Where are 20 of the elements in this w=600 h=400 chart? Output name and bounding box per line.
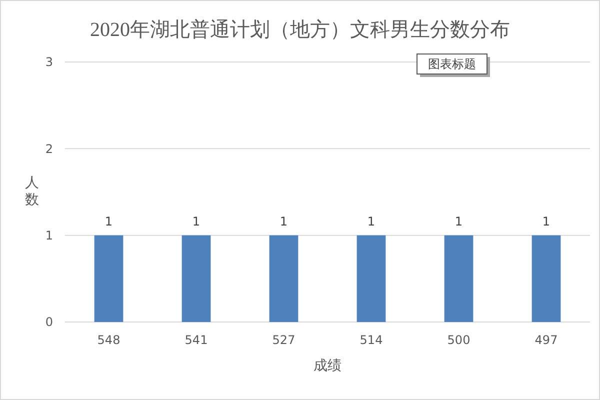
- x-tick-label: 527: [272, 333, 296, 347]
- data-label: 1: [542, 214, 550, 228]
- x-tick-label: 548: [97, 333, 120, 347]
- y-tick-label: 1: [45, 228, 53, 243]
- y-tick-label: 2: [45, 142, 53, 156]
- x-tick-label: 514: [360, 333, 383, 347]
- data-label: 1: [367, 214, 376, 228]
- data-label: 1: [280, 214, 288, 228]
- data-label: 1: [454, 214, 463, 228]
- x-tick-label: 497: [534, 333, 558, 347]
- y-axis-title: 人数: [25, 175, 39, 208]
- x-tick-label: 541: [184, 333, 208, 347]
- chart-title: 2020年湖北普通计划（地方）文科男生分数分布: [90, 18, 510, 41]
- annotation: 图表标题: [428, 57, 476, 72]
- data-label: 1: [104, 214, 113, 228]
- y-tick-label: 0: [45, 315, 53, 330]
- y-tick-label: 3: [45, 55, 53, 70]
- x-axis-title: 成绩: [314, 358, 342, 374]
- x-tick-label: 500: [447, 333, 470, 347]
- data-label: 1: [192, 214, 200, 228]
